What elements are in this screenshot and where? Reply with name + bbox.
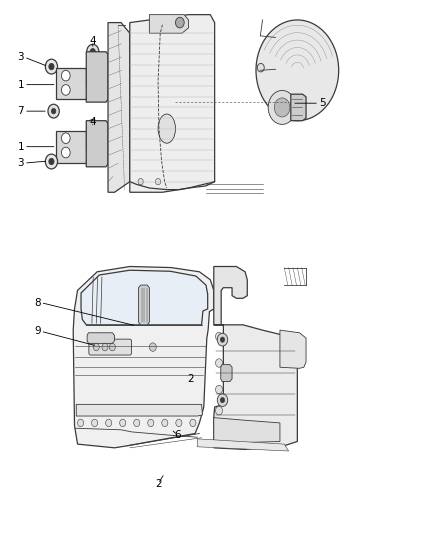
Text: 3: 3 (18, 52, 24, 62)
Polygon shape (86, 52, 108, 102)
Polygon shape (291, 94, 306, 120)
Circle shape (162, 419, 168, 426)
Text: 4: 4 (89, 117, 96, 127)
Polygon shape (138, 285, 149, 325)
Polygon shape (214, 325, 297, 449)
Text: 5: 5 (319, 98, 326, 108)
Circle shape (138, 179, 143, 185)
Text: 8: 8 (34, 297, 41, 308)
Circle shape (51, 109, 56, 114)
Circle shape (176, 419, 182, 426)
Circle shape (190, 419, 196, 426)
Circle shape (217, 394, 228, 407)
Polygon shape (197, 439, 289, 451)
Circle shape (120, 419, 126, 426)
Circle shape (102, 343, 108, 351)
Circle shape (268, 91, 296, 124)
Circle shape (49, 158, 54, 165)
Text: 7: 7 (18, 106, 24, 116)
Circle shape (92, 419, 98, 426)
Circle shape (46, 59, 57, 74)
Polygon shape (73, 266, 214, 448)
Circle shape (274, 98, 290, 117)
Polygon shape (108, 22, 130, 192)
Circle shape (61, 133, 70, 143)
Circle shape (87, 44, 99, 59)
Circle shape (155, 179, 161, 185)
Ellipse shape (158, 114, 176, 143)
Circle shape (49, 63, 54, 70)
Circle shape (134, 419, 140, 426)
Circle shape (90, 49, 95, 55)
Polygon shape (280, 330, 306, 368)
Circle shape (215, 385, 223, 394)
Polygon shape (149, 14, 188, 33)
Text: 9: 9 (34, 326, 41, 336)
FancyBboxPatch shape (89, 339, 131, 355)
Polygon shape (86, 120, 108, 167)
Circle shape (61, 147, 70, 158)
Circle shape (215, 407, 223, 415)
Circle shape (220, 398, 225, 403)
Polygon shape (214, 266, 247, 325)
Circle shape (48, 104, 59, 118)
Circle shape (148, 419, 154, 426)
Circle shape (176, 17, 184, 28)
Circle shape (87, 119, 99, 134)
Text: 1: 1 (18, 79, 24, 90)
Polygon shape (76, 405, 202, 416)
Text: 6: 6 (174, 430, 181, 440)
Circle shape (90, 124, 95, 130)
Circle shape (220, 337, 225, 342)
Polygon shape (87, 333, 115, 343)
Circle shape (217, 333, 228, 346)
Circle shape (215, 332, 223, 341)
Circle shape (93, 343, 99, 351)
Circle shape (61, 85, 70, 95)
Circle shape (46, 154, 57, 169)
Circle shape (61, 70, 70, 81)
Polygon shape (221, 365, 232, 382)
Polygon shape (56, 131, 93, 163)
Polygon shape (56, 68, 93, 100)
Text: 4: 4 (89, 36, 96, 46)
Circle shape (215, 359, 223, 367)
Circle shape (149, 343, 156, 351)
Text: 2: 2 (155, 479, 161, 489)
Circle shape (257, 63, 264, 72)
Circle shape (110, 343, 116, 351)
Polygon shape (130, 14, 215, 192)
Polygon shape (81, 270, 208, 325)
Text: 2: 2 (187, 374, 194, 384)
Circle shape (256, 20, 339, 120)
Text: 1: 1 (18, 142, 24, 152)
Polygon shape (214, 418, 280, 442)
Circle shape (78, 419, 84, 426)
Text: 3: 3 (18, 158, 24, 168)
Circle shape (106, 419, 112, 426)
